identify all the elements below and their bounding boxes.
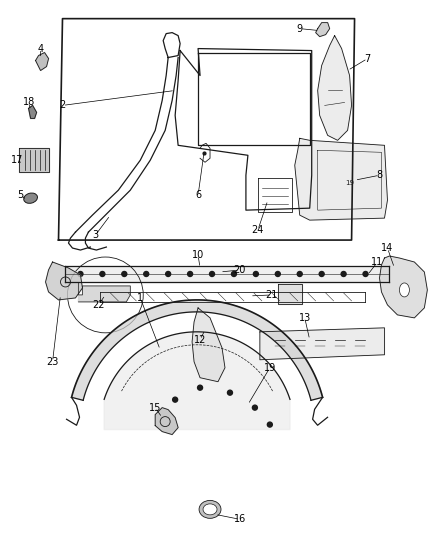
Circle shape bbox=[231, 271, 237, 277]
Polygon shape bbox=[260, 328, 385, 360]
Circle shape bbox=[122, 271, 127, 277]
Text: 2: 2 bbox=[60, 100, 66, 110]
Polygon shape bbox=[155, 408, 178, 434]
Text: 17: 17 bbox=[11, 155, 23, 165]
Circle shape bbox=[100, 271, 105, 277]
Text: 5: 5 bbox=[18, 190, 24, 200]
Circle shape bbox=[341, 271, 346, 277]
Polygon shape bbox=[46, 262, 82, 300]
Text: 22: 22 bbox=[92, 300, 105, 310]
Circle shape bbox=[319, 271, 324, 277]
Text: 18: 18 bbox=[22, 98, 35, 108]
Text: 3: 3 bbox=[92, 230, 99, 240]
Text: 16: 16 bbox=[234, 514, 246, 524]
Polygon shape bbox=[379, 256, 427, 318]
Text: 15: 15 bbox=[149, 402, 161, 413]
Text: 24: 24 bbox=[252, 225, 264, 235]
Polygon shape bbox=[35, 53, 49, 70]
Text: 12: 12 bbox=[194, 335, 206, 345]
Text: 14: 14 bbox=[381, 243, 394, 253]
Circle shape bbox=[187, 271, 193, 277]
Circle shape bbox=[209, 271, 215, 277]
Polygon shape bbox=[78, 283, 130, 302]
Polygon shape bbox=[71, 300, 322, 400]
Polygon shape bbox=[192, 308, 225, 382]
Circle shape bbox=[144, 271, 149, 277]
Text: 20: 20 bbox=[234, 265, 246, 275]
Polygon shape bbox=[278, 284, 302, 304]
Polygon shape bbox=[19, 148, 49, 172]
Circle shape bbox=[173, 397, 178, 402]
Circle shape bbox=[267, 422, 272, 427]
Ellipse shape bbox=[24, 193, 38, 203]
Circle shape bbox=[276, 271, 280, 277]
Polygon shape bbox=[28, 106, 37, 118]
Text: 21: 21 bbox=[265, 290, 278, 300]
Text: 4: 4 bbox=[38, 44, 44, 54]
Ellipse shape bbox=[399, 283, 410, 297]
Circle shape bbox=[254, 271, 258, 277]
Polygon shape bbox=[318, 36, 352, 140]
Circle shape bbox=[166, 271, 171, 277]
Text: 1: 1 bbox=[137, 293, 143, 303]
Polygon shape bbox=[295, 139, 388, 220]
Text: 23: 23 bbox=[46, 357, 59, 367]
Circle shape bbox=[297, 271, 302, 277]
Circle shape bbox=[363, 271, 368, 277]
Text: 6: 6 bbox=[195, 190, 201, 200]
Ellipse shape bbox=[203, 504, 217, 515]
Text: 9: 9 bbox=[297, 23, 303, 34]
Polygon shape bbox=[316, 22, 330, 37]
Ellipse shape bbox=[199, 500, 221, 518]
Circle shape bbox=[252, 405, 258, 410]
Circle shape bbox=[198, 385, 202, 390]
Polygon shape bbox=[104, 332, 290, 430]
Text: 13: 13 bbox=[299, 313, 311, 323]
Text: 19: 19 bbox=[264, 363, 276, 373]
Text: 19: 19 bbox=[345, 180, 354, 186]
Circle shape bbox=[227, 390, 233, 395]
Text: 7: 7 bbox=[364, 53, 371, 63]
Text: 8: 8 bbox=[376, 170, 382, 180]
Text: 10: 10 bbox=[192, 250, 204, 260]
Text: 11: 11 bbox=[371, 257, 384, 267]
Circle shape bbox=[78, 271, 83, 277]
